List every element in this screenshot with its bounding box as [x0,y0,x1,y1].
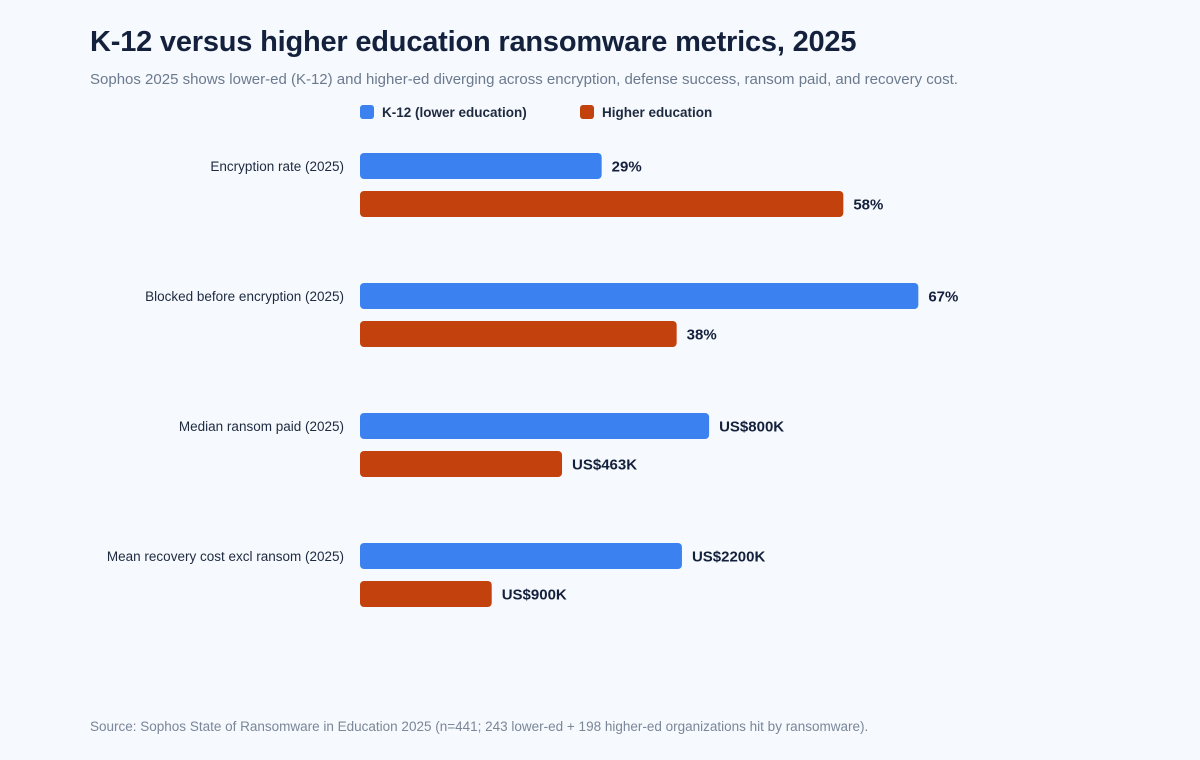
value-label-1-0: 58% [853,197,883,214]
bar-1-1 [360,321,677,347]
bar-1-3 [360,581,492,607]
value-label-0-3: US$2200K [692,549,766,566]
category-label-1: Blocked before encryption (2025) [145,289,344,304]
legend-label-1: Higher education [602,105,712,120]
legend-swatch-1 [580,105,594,119]
chart-plot: K-12 (lower education) Higher education En… [107,105,958,607]
value-label-1-2: US$463K [572,457,637,474]
value-label-0-0: 29% [612,159,642,176]
category-label-0: Encryption rate (2025) [210,159,344,174]
category-label-3: Mean recovery cost excl ransom (2025) [107,549,344,564]
category-label-2: Median ransom paid (2025) [179,419,344,434]
chart-title: K-12 versus higher education ransomware … [90,26,857,58]
bar-0-1 [360,283,919,309]
value-label-0-2: US$800K [719,419,784,436]
legend-swatch-0 [360,105,374,119]
value-label-1-1: 38% [687,327,717,344]
chart-subtitle: Sophos 2025 shows lower-ed (K-12) and hi… [90,71,958,88]
legend-label-0: K-12 (lower education) [382,105,527,120]
bar-0-2 [360,413,710,439]
bar-1-2 [360,451,563,477]
value-label-0-1: 67% [928,289,958,306]
chart-source-note: Source: Sophos State of Ransomware in Ed… [90,719,869,734]
value-label-1-3: US$900K [502,587,567,604]
bar-0-0 [360,153,602,179]
bar-0-3 [360,543,682,569]
bar-1-0 [360,191,844,217]
